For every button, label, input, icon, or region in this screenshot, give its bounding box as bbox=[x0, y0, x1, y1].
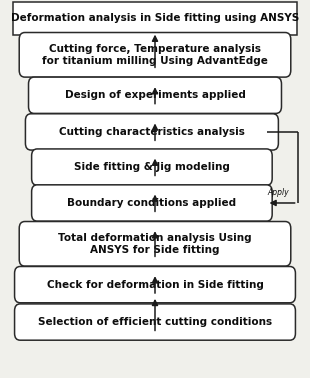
Text: Deformation analysis in Side fitting using ANSYS: Deformation analysis in Side fitting usi… bbox=[11, 13, 299, 23]
FancyBboxPatch shape bbox=[29, 77, 281, 113]
FancyBboxPatch shape bbox=[19, 33, 291, 77]
Text: Design of experiments applied: Design of experiments applied bbox=[64, 90, 246, 100]
FancyBboxPatch shape bbox=[25, 114, 278, 150]
FancyBboxPatch shape bbox=[15, 266, 295, 303]
FancyBboxPatch shape bbox=[32, 185, 272, 221]
Text: Check for deformation in Side fitting: Check for deformation in Side fitting bbox=[46, 280, 264, 290]
Text: Selection of efficient cutting conditions: Selection of efficient cutting condition… bbox=[38, 317, 272, 327]
FancyBboxPatch shape bbox=[15, 304, 295, 340]
FancyBboxPatch shape bbox=[19, 222, 291, 266]
FancyBboxPatch shape bbox=[32, 149, 272, 185]
Text: Cutting characteristics analysis: Cutting characteristics analysis bbox=[59, 127, 245, 137]
Text: Boundary conditions applied: Boundary conditions applied bbox=[67, 198, 237, 208]
Text: Total deformation analysis Using
ANSYS for Side fitting: Total deformation analysis Using ANSYS f… bbox=[58, 232, 252, 255]
Text: Cutting force, Temperature analysis
for titanium milling Using AdvantEdge: Cutting force, Temperature analysis for … bbox=[42, 43, 268, 66]
Text: Apply: Apply bbox=[267, 188, 289, 197]
FancyBboxPatch shape bbox=[13, 2, 297, 35]
Text: Side fitting & Jig modeling: Side fitting & Jig modeling bbox=[74, 162, 230, 172]
